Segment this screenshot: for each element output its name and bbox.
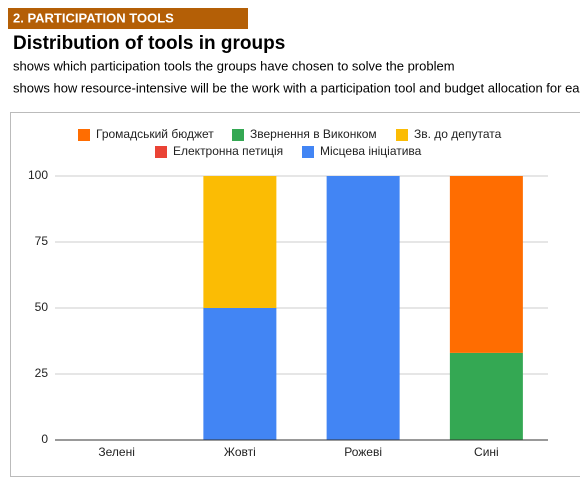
y-tick-label: 100 xyxy=(28,168,48,182)
legend-swatch xyxy=(302,146,314,158)
legend-swatch xyxy=(78,129,90,141)
x-tick-label: Сині xyxy=(474,445,499,459)
x-tick-label: Рожеві xyxy=(344,445,382,459)
legend-label: Електронна петиція xyxy=(173,144,283,158)
heading: Distribution of tools in groups xyxy=(13,33,285,54)
section-banner xyxy=(8,8,248,29)
y-tick-label: 25 xyxy=(35,366,49,380)
description: shows which participation tools the grou… xyxy=(13,58,455,73)
legend-label: Громадський бюджет xyxy=(96,127,214,141)
chart: 0 25 50 75 100 Громадський бюджет Звернення в … xyxy=(28,127,548,459)
x-tick-label: Зелені xyxy=(98,445,135,459)
y-tick-label: 75 xyxy=(35,234,49,248)
bar-segment xyxy=(449,352,523,440)
legend-label: Місцева ініціатива xyxy=(320,144,422,158)
y-tick-label: 0 xyxy=(41,432,48,446)
description: shows how resource-intensive will be the… xyxy=(13,80,580,95)
bar-segment xyxy=(203,176,277,308)
legend-swatch xyxy=(155,146,167,158)
section-label: 2. PARTICIPATION TOOLS xyxy=(13,10,174,25)
legend-label: Звернення в Виконком xyxy=(250,127,377,141)
bar-segment xyxy=(326,176,400,440)
x-tick-label: Жовті xyxy=(224,445,256,459)
legend-swatch xyxy=(232,129,244,141)
legend-label: Зв. до депутата xyxy=(414,127,502,141)
bar-segment xyxy=(449,176,523,353)
bar-segment xyxy=(203,308,277,440)
legend-swatch xyxy=(396,129,408,141)
y-tick-label: 50 xyxy=(35,300,49,314)
